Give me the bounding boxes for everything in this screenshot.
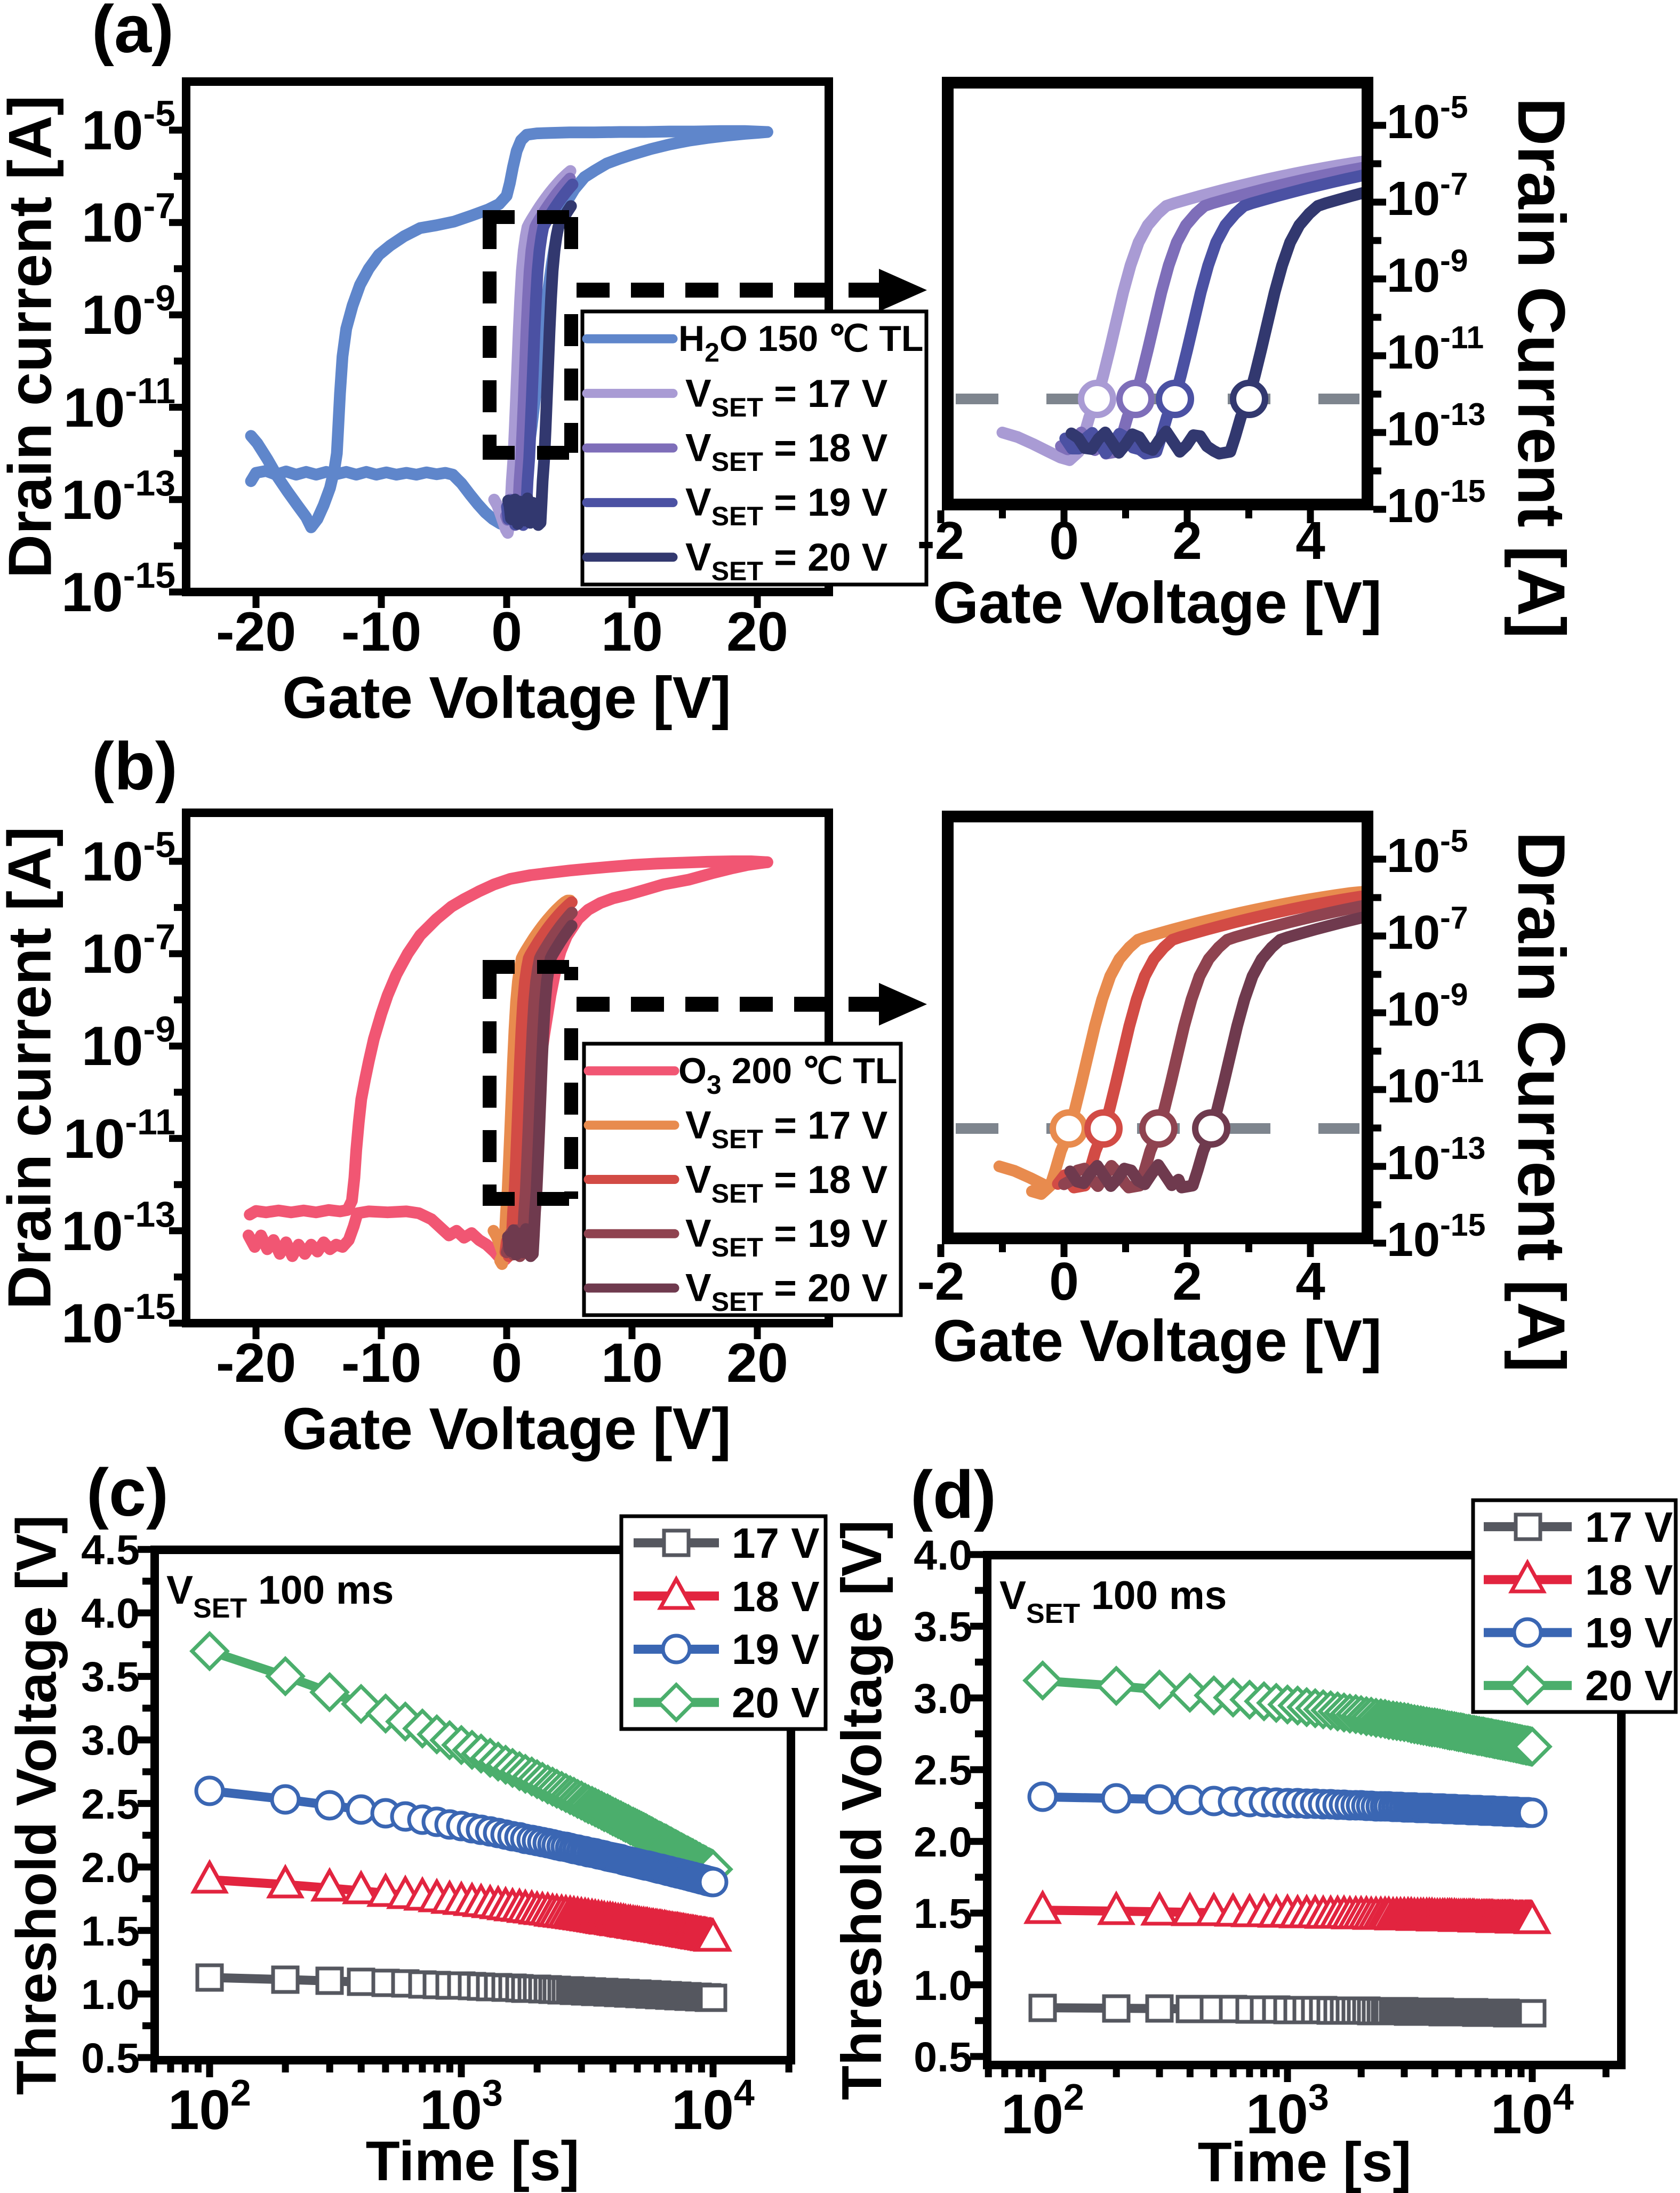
svg-text:4: 4 [1295,1252,1325,1311]
svg-text:Time [s]: Time [s] [366,2130,580,2192]
svg-text:Time [s]: Time [s] [1198,2131,1412,2193]
svg-text:20 V: 20 V [1585,1662,1673,1709]
svg-text:VSET = 18 V: VSET = 18 V [685,1158,888,1209]
svg-text:10-7: 10-7 [1387,900,1468,959]
svg-text:19 V: 19 V [732,1626,820,1673]
svg-text:10-13: 10-13 [1387,397,1485,456]
svg-text:1.5: 1.5 [914,1890,972,1937]
svg-text:(a): (a) [92,0,174,67]
svg-text:19 V: 19 V [1585,1609,1673,1656]
svg-text:(c): (c) [86,1455,169,1530]
svg-text:10-9: 10-9 [1387,243,1468,302]
svg-text:-2: -2 [917,511,965,571]
svg-text:1.5: 1.5 [81,1907,140,1955]
svg-text:VSET = 20 V: VSET = 20 V [685,1267,888,1317]
svg-text:2.0: 2.0 [81,1844,140,1891]
svg-text:2: 2 [1172,1252,1202,1311]
svg-text:3.5: 3.5 [81,1653,140,1700]
svg-text:-10: -10 [341,1332,421,1394]
svg-text:3.5: 3.5 [914,1603,972,1650]
svg-text:18 V: 18 V [1585,1556,1673,1604]
svg-text:-20: -20 [216,1332,296,1394]
svg-text:4.0: 4.0 [914,1531,972,1579]
svg-text:0: 0 [1049,1252,1079,1311]
svg-text:Drain current [A]: Drain current [A] [0,827,64,1310]
svg-text:18 V: 18 V [732,1573,820,1620]
svg-text:10-11: 10-11 [63,371,175,439]
svg-text:0: 0 [1049,511,1079,571]
svg-text:Drain Current [A]: Drain Current [A] [1504,98,1578,638]
svg-text:17 V: 17 V [1585,1503,1673,1551]
svg-text:4: 4 [1295,511,1325,571]
svg-text:10-5: 10-5 [1387,823,1468,883]
svg-text:1.0: 1.0 [81,1971,140,2018]
svg-text:Gate Voltage [V]: Gate Voltage [V] [282,1396,731,1462]
svg-text:Threshold Voltage [V]: Threshold Voltage [V] [830,1520,893,2100]
svg-text:2.5: 2.5 [914,1746,972,1794]
svg-text:10: 10 [601,1332,663,1394]
svg-text:4.5: 4.5 [81,1526,140,1573]
svg-text:3.0: 3.0 [81,1716,140,1764]
svg-text:Gate Voltage [V]: Gate Voltage [V] [933,1308,1381,1374]
svg-text:Gate Voltage [V]: Gate Voltage [V] [282,665,731,731]
svg-text:0.5: 0.5 [81,2034,140,2082]
svg-text:10-5: 10-5 [82,93,175,162]
svg-text:3.0: 3.0 [914,1675,972,1722]
svg-text:0.5: 0.5 [914,2033,972,2080]
svg-text:2.0: 2.0 [914,1818,972,1866]
svg-text:0: 0 [491,1332,522,1394]
svg-text:-20: -20 [216,601,296,663]
svg-text:4.0: 4.0 [81,1589,140,1637]
svg-text:10: 10 [601,601,663,663]
svg-text:17 V: 17 V [732,1519,820,1567]
svg-text:(d): (d) [910,1457,996,1532]
svg-text:20 V: 20 V [732,1679,820,1726]
svg-text:1.0: 1.0 [914,1962,972,2009]
svg-text:-10: -10 [341,601,421,663]
svg-text:Drain Current [A]: Drain Current [A] [1504,831,1578,1372]
svg-text:-2: -2 [917,1252,965,1311]
svg-text:2: 2 [1172,511,1202,571]
svg-text:20: 20 [726,1332,788,1394]
svg-text:Drain current [A]: Drain current [A] [0,95,65,579]
svg-text:(b): (b) [92,729,178,804]
svg-text:2.5: 2.5 [81,1780,140,1828]
svg-text:Gate Voltage [V]: Gate Voltage [V] [933,570,1381,636]
svg-text:Threshold Voltage [V]: Threshold Voltage [V] [5,1515,68,2095]
svg-text:VSET = 19 V: VSET = 19 V [685,481,888,532]
svg-text:0: 0 [491,601,522,663]
svg-text:20: 20 [726,601,788,663]
